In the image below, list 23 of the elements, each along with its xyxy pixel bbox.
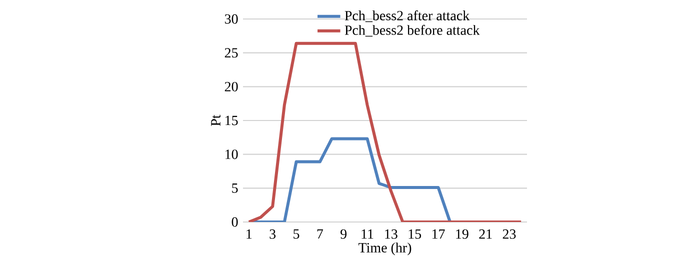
legend-label: Pch_bess2 after attack: [344, 10, 470, 22]
x-tick-label: 19: [456, 229, 468, 239]
x-tick-label: 3: [270, 229, 276, 239]
y-tick-label: 10: [226, 150, 238, 160]
y-tick-label: 25: [224, 48, 238, 58]
y-tick-label: 20: [224, 82, 238, 92]
x-axis-title: Time (hr): [358, 242, 412, 256]
x-tick-label: 15: [408, 229, 422, 239]
x-tick-label: 5: [294, 229, 300, 239]
y-tick-label: 15: [226, 116, 238, 126]
y-tick-label: 0: [232, 217, 238, 227]
legend-label: Pch_bess2 before attack: [344, 24, 480, 37]
y-axis-title: Pt: [211, 114, 220, 126]
x-tick-label: 7: [317, 229, 324, 239]
x-tick-label: 11: [362, 229, 374, 239]
x-tick-label: 9: [340, 229, 347, 239]
x-tick-label: 13: [385, 229, 398, 239]
x-tick-label: 23: [502, 229, 516, 239]
y-tick-label: 30: [224, 14, 238, 24]
x-tick-label: 21: [479, 229, 492, 239]
x-tick-label: 1: [246, 229, 252, 239]
y-tick-label: 5: [232, 184, 238, 193]
x-tick-label: 17: [432, 229, 445, 239]
